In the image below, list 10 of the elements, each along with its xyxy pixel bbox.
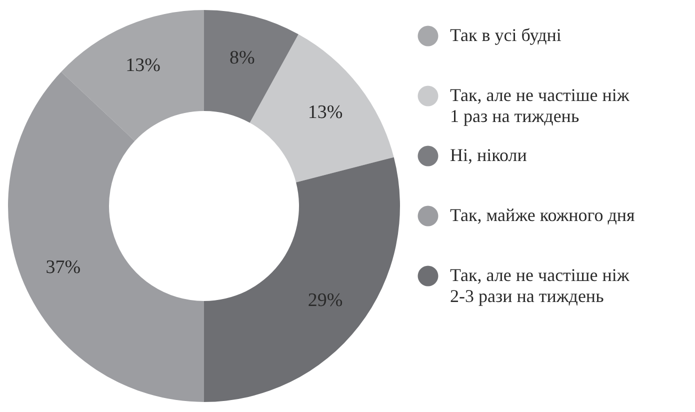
data-label: 37%: [46, 256, 81, 278]
data-label: 8%: [230, 47, 256, 68]
legend-label: Так, але не частіше ніж 1 раз на тиждень: [450, 85, 630, 126]
legend-label: Так, майже кожного дня: [450, 205, 635, 225]
data-label: 13%: [126, 55, 161, 76]
data-label: 13%: [308, 102, 343, 123]
legend-label: Так в усі будні: [450, 25, 562, 45]
legend-label: Ні, ніколи: [450, 145, 528, 165]
data-label: 29%: [308, 290, 343, 312]
legend-label: Так, але не частіше ніж 2-3 рази на тиждень: [450, 265, 630, 306]
